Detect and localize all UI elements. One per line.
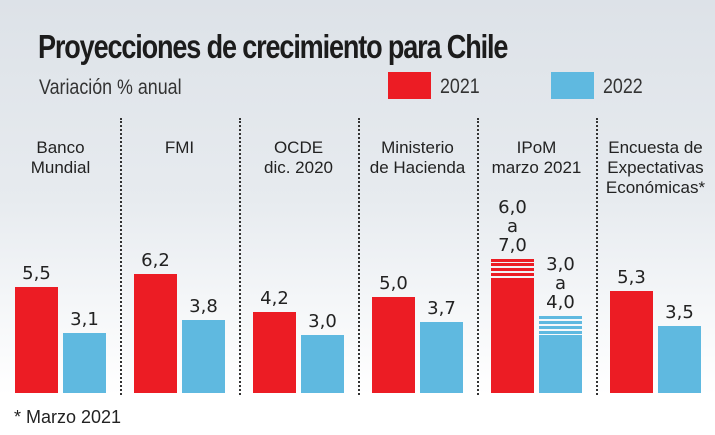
- bar-2022: [301, 335, 344, 393]
- bar-2022: [539, 335, 582, 393]
- value-label-2021: 5,5: [22, 263, 51, 285]
- legend-swatch-2022: [551, 72, 594, 99]
- group-divider: [596, 118, 598, 395]
- value-label-2022: 3,0: [308, 311, 337, 333]
- legend-label-2022: 2022: [603, 75, 643, 98]
- footnote: * Marzo 2021: [14, 407, 122, 427]
- value-label-2021: 5,3: [617, 267, 646, 289]
- group-divider: [477, 118, 479, 395]
- range-stripe: [539, 330, 582, 334]
- range-stripe: [539, 316, 582, 320]
- value-label-2021: 4,2: [260, 288, 289, 310]
- bar-2022: [420, 321, 463, 393]
- group-divider: [120, 118, 122, 395]
- bar-2022: [63, 333, 106, 393]
- chart-subtitle: Variación % anual: [39, 76, 182, 99]
- range-stripe: [491, 263, 534, 267]
- bar-2022: [658, 325, 701, 393]
- value-label-2022: 3,5: [665, 301, 694, 323]
- value-label-2021: 6,0 a 7,0: [498, 196, 527, 256]
- bar-2021: [372, 297, 415, 393]
- category-label: FMI: [164, 138, 195, 157]
- bar-2021: [610, 291, 653, 393]
- category-label: Ministerio de Hacienda: [369, 138, 466, 177]
- range-stripe: [491, 258, 534, 262]
- range-stripe: [491, 272, 534, 276]
- range-stripe: [539, 320, 582, 324]
- category-label: IPoM marzo 2021: [491, 138, 582, 177]
- chart-title: Proyecciones de crecimiento para Chile: [38, 28, 508, 65]
- value-label-2021: 6,2: [141, 249, 170, 271]
- legend-label-2021: 2021: [440, 75, 480, 98]
- category-label: OCDE dic. 2020: [264, 138, 333, 177]
- category-label: Banco Mundial: [30, 138, 91, 177]
- value-label-2022: 3,8: [189, 296, 218, 318]
- category-label: Encuesta de Expectativas Económicas*: [605, 138, 706, 197]
- value-label-2022: 3,0 a 4,0: [546, 254, 575, 314]
- value-label-2021: 5,0: [379, 273, 408, 294]
- bar-2021: [134, 273, 177, 393]
- group-divider: [239, 118, 241, 395]
- bar-2021: [253, 312, 296, 393]
- range-stripe: [539, 325, 582, 329]
- value-label-2022: 3,7: [427, 297, 456, 319]
- bar-2021: [491, 277, 534, 393]
- value-label-2022: 3,1: [70, 309, 99, 331]
- range-band-2022: [539, 316, 582, 335]
- bar-2021: [15, 287, 58, 393]
- range-band-2021: [491, 258, 534, 278]
- bar-2022: [182, 320, 225, 393]
- legend-swatch-2021: [388, 72, 431, 99]
- range-stripe: [491, 268, 534, 272]
- group-divider: [358, 118, 360, 395]
